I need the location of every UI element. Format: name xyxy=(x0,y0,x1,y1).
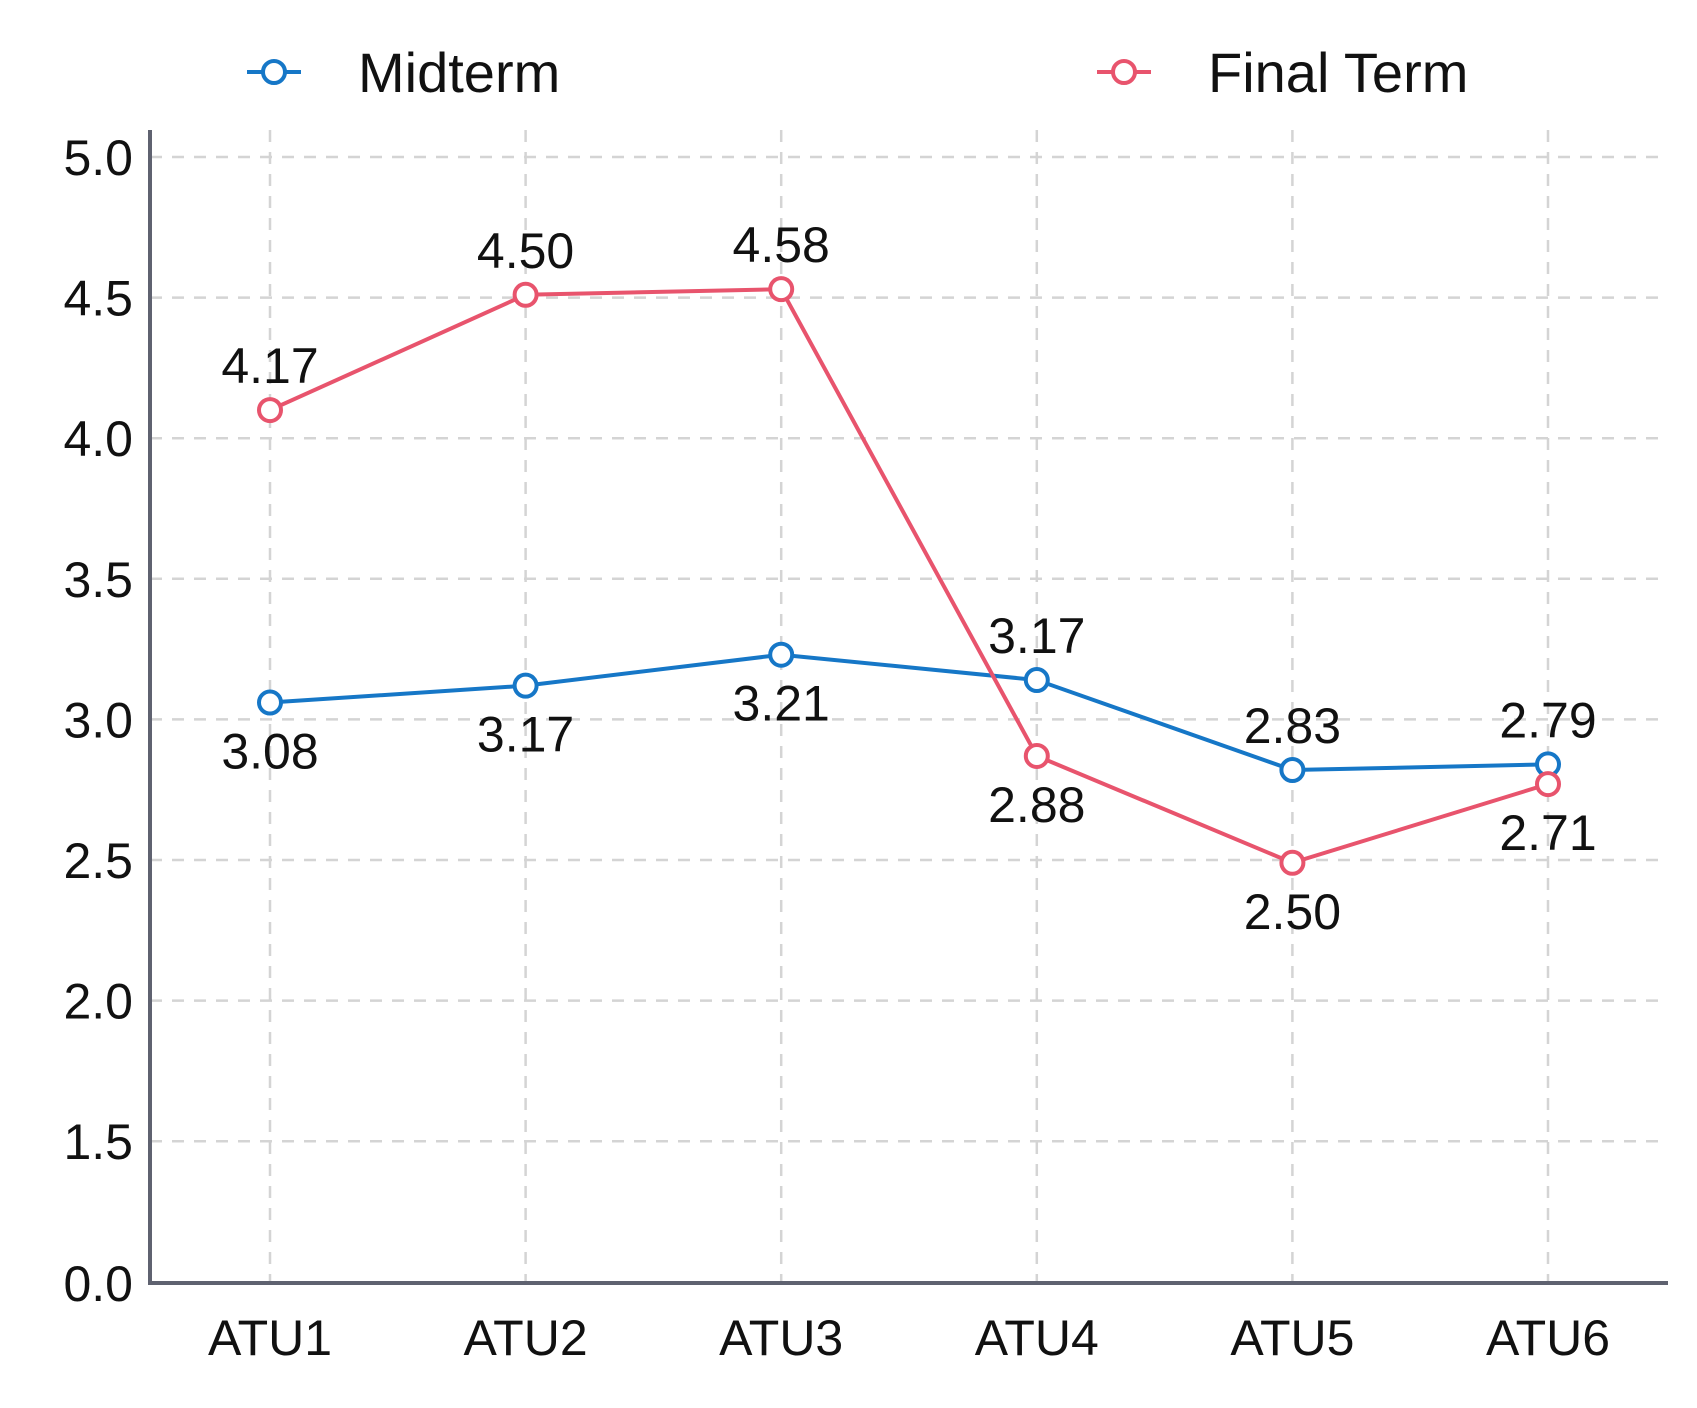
data-label: 3.17 xyxy=(477,707,574,763)
y-tick-label: 1.5 xyxy=(63,1114,133,1170)
legend-label: Midterm xyxy=(358,41,560,104)
legend-item: Midterm xyxy=(247,41,560,104)
y-tick-label: 0.0 xyxy=(63,1256,133,1312)
legend: Midterm Final Term xyxy=(247,41,1468,104)
data-point xyxy=(768,641,795,668)
data-label: 4.50 xyxy=(477,223,574,279)
data-point xyxy=(1023,667,1050,694)
x-tick-label: ATU6 xyxy=(1486,1310,1610,1366)
data-label: 3.17 xyxy=(988,608,1085,664)
legend-marker xyxy=(1111,59,1137,85)
x-tick-label: ATU4 xyxy=(975,1310,1099,1366)
y-tick-label: 4.0 xyxy=(63,411,133,467)
data-label: 2.88 xyxy=(988,777,1085,833)
data-label: 4.58 xyxy=(733,217,830,273)
series-line-1 xyxy=(269,287,1549,865)
data-label: 2.71 xyxy=(1499,805,1596,861)
x-tick-label: ATU1 xyxy=(208,1310,332,1366)
series xyxy=(257,276,1561,876)
data-labels: 3.08 3.17 3.21 3.17 2.83 2.79 4.17 4.50 4.58 2.88… xyxy=(221,217,1596,940)
x-tick-labels: ATU1 ATU2 ATU3 ATU4 ATU5 ATU6 xyxy=(208,1310,1610,1366)
data-label: 3.21 xyxy=(733,676,830,732)
data-label: 4.17 xyxy=(221,338,318,394)
data-point xyxy=(512,672,539,699)
x-tick-label: ATU5 xyxy=(1230,1310,1354,1366)
data-point xyxy=(1535,771,1561,798)
data-point xyxy=(768,276,795,303)
y-tick-label: 5.0 xyxy=(63,130,133,186)
x-tick-label: ATU2 xyxy=(464,1310,588,1366)
y-tick-label: 3.5 xyxy=(63,552,133,608)
data-point xyxy=(1279,757,1306,784)
data-label: 2.79 xyxy=(1499,692,1596,748)
data-label: 2.83 xyxy=(1244,698,1341,754)
x-tick-label: ATU3 xyxy=(719,1310,843,1366)
data-label: 2.50 xyxy=(1244,884,1341,940)
y-tick-label: 2.0 xyxy=(63,974,133,1030)
legend-item: Final Term xyxy=(1097,41,1468,104)
legend-marker xyxy=(261,59,287,85)
y-tick-label: 2.5 xyxy=(63,833,133,889)
data-label: 3.08 xyxy=(221,724,318,780)
axes xyxy=(148,130,1668,1285)
data-point xyxy=(257,689,283,716)
data-point xyxy=(512,281,539,308)
grid xyxy=(150,130,1668,1283)
legend-label: Final Term xyxy=(1208,41,1468,104)
series-line-0 xyxy=(269,652,1549,773)
y-tick-label: 4.5 xyxy=(63,271,133,327)
data-point xyxy=(1279,849,1306,876)
y-tick-label: 3.0 xyxy=(63,692,133,748)
y-tick-labels: 0.0 1.5 2.0 2.5 3.0 3.5 4.0 4.5 5.0 xyxy=(63,130,133,1312)
data-point xyxy=(257,397,283,424)
data-point xyxy=(1023,742,1050,769)
